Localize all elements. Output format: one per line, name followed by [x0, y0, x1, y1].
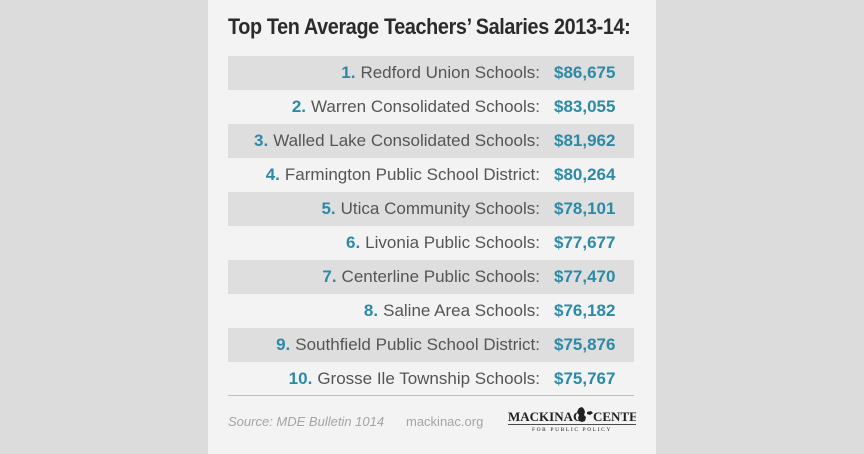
- logo-word-right: CENTER: [593, 409, 636, 424]
- footer-divider: [228, 395, 634, 396]
- row-rank: 10.: [288, 369, 313, 388]
- website-link[interactable]: mackinac.org: [406, 414, 484, 429]
- table-row: 4. Farmington Public School District: $80,…: [228, 158, 634, 192]
- row-rank: 1.: [341, 63, 356, 82]
- row-salary-value: $77,470: [554, 267, 616, 286]
- row-district-name: Grosse Ile Township Schools:: [317, 369, 540, 388]
- row-rank: 7.: [322, 267, 337, 286]
- row-district-name: Utica Community Schools:: [340, 199, 540, 218]
- row-district-name: Southfield Public School District:: [295, 335, 540, 354]
- table-row: 2. Warren Consolidated Schools: $83,055: [228, 90, 634, 124]
- row-salary-value: $86,675: [554, 63, 616, 82]
- table-row: 10. Grosse Ile Township Schools: $75,767: [228, 362, 634, 396]
- row-rank: 6.: [345, 233, 361, 252]
- chart-title: Top Ten Average Teachers’ Salaries 2013-…: [228, 14, 631, 39]
- table-row: 5. Utica Community Schools: $78,101: [228, 192, 634, 226]
- table-row: 6. Livonia Public Schools: $77,677: [228, 226, 634, 260]
- row-rank: 2.: [291, 97, 306, 116]
- row-salary-value: $75,876: [554, 335, 616, 354]
- table-row: 8. Saline Area Schools: $76,182: [228, 294, 634, 328]
- row-salary-value: $81,962: [554, 131, 616, 150]
- row-rank: 5.: [321, 199, 336, 218]
- row-rank: 3.: [254, 131, 269, 150]
- row-district-name: Warren Consolidated Schools:: [311, 97, 540, 116]
- row-salary-value: $75,767: [554, 369, 616, 388]
- row-salary-value: $77,677: [554, 233, 616, 252]
- row-rank: 4.: [265, 165, 280, 184]
- table-row: 7. Centerline Public Schools: $77,470: [228, 260, 634, 294]
- row-rank: 9.: [276, 335, 291, 354]
- table-row: 1. Redford Union Schools: $86,675: [228, 56, 634, 90]
- row-district-name: Saline Area Schools:: [383, 301, 540, 320]
- row-district-name: Farmington Public School District:: [284, 165, 540, 184]
- row-district-name: Walled Lake Consolidated Schools:: [273, 131, 540, 150]
- table-row: 3. Walled Lake Consolidated Schools: $81,9…: [228, 124, 634, 158]
- logo-rule: [508, 424, 636, 425]
- footer: Source: MDE Bulletin 1014 mackinac.org M…: [228, 407, 636, 436]
- row-salary-value: $78,101: [554, 199, 616, 218]
- row-salary-value: $76,182: [554, 301, 616, 320]
- row-district-name: Centerline Public Schools:: [341, 267, 540, 286]
- logo-word-left: MACKINAC: [508, 409, 582, 424]
- row-district-name: Livonia Public Schools:: [365, 233, 540, 252]
- logo-subtext: FOR PUBLIC POLICY: [532, 427, 612, 433]
- michigan-map-icon: [577, 407, 593, 422]
- table-row: 9. Southfield Public School District: $75,…: [228, 328, 634, 362]
- infographic-card: Top Ten Average Teachers’ Salaries 2013-…: [208, 0, 656, 454]
- mackinac-center-logo: MACKINAC CENTER FOR PUBLIC POLICY: [508, 407, 636, 433]
- row-district-name: Redford Union Schools:: [360, 63, 540, 82]
- row-rank: 8.: [363, 301, 379, 320]
- row-salary-value: $83,055: [554, 97, 616, 116]
- salary-table: 1. Redford Union Schools: $86,675 2. Warren …: [228, 56, 634, 396]
- source-note: Source: MDE Bulletin 1014: [228, 414, 385, 429]
- row-salary-value: $80,264: [554, 165, 616, 184]
